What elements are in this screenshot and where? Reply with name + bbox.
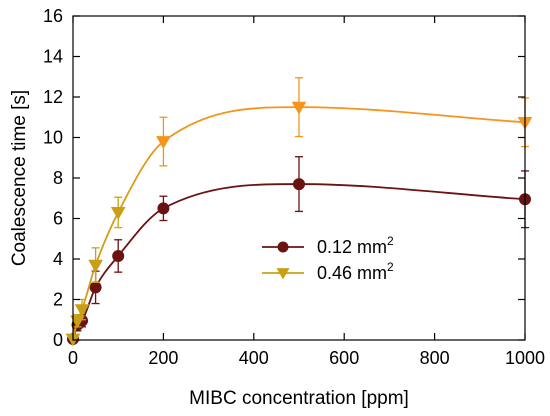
series-1: [67, 156, 531, 345]
data-point-triangle: [110, 207, 126, 220]
y-axis-title: Coalescence time [s]: [9, 90, 30, 266]
legend-item-1: 0.12 mm2: [262, 234, 394, 257]
data-point-triangle: [88, 259, 103, 273]
y-tick-label: 2: [53, 290, 63, 310]
data-point-circle: [112, 249, 125, 262]
x-tick-label: 0: [68, 348, 78, 368]
legend-label-text: 0.12 mm: [317, 237, 387, 257]
data-point-triangle: [156, 136, 171, 150]
data-point-triangle: [70, 315, 85, 329]
y-tick-label: 10: [43, 128, 63, 148]
data-point-circle: [293, 178, 305, 191]
legend-label-superscript: 2: [387, 234, 394, 248]
y-tick-label: 4: [53, 249, 63, 269]
y-tick-label: 14: [43, 47, 63, 67]
legend-label-superscript: 2: [387, 260, 394, 274]
data-point-triangle: [291, 101, 307, 115]
x-tick-label: 600: [329, 348, 359, 368]
legend-label: 0.46 mm2: [317, 260, 394, 283]
legend-label-text: 0.46 mm: [317, 263, 387, 283]
x-tick-label: 1000: [505, 348, 545, 368]
plot-series-layer: [65, 77, 533, 347]
data-point-circle: [157, 202, 170, 215]
data-point-triangle: [74, 304, 90, 318]
y-tick-label: 6: [53, 209, 63, 229]
series-line: [72, 106, 526, 340]
y-tick-label: 12: [43, 87, 63, 107]
x-tick-label: 200: [148, 348, 178, 368]
legend-marker-circle: [277, 241, 289, 253]
y-tick-label: 0: [53, 330, 63, 350]
y-tick-label: 8: [53, 168, 63, 188]
legend-label: 0.12 mm2: [317, 234, 394, 257]
y-tick-label: 16: [43, 6, 63, 26]
axis-ticks-layer: 0 200 400 600 800 1000 0 2 4 6 8 10 12 14 16: [43, 6, 545, 368]
x-tick-label: 800: [420, 348, 450, 368]
x-tick-label: 400: [239, 348, 269, 368]
x-axis-title: MIBC concentration [ppm]: [189, 388, 409, 409]
legend-item-2: 0.46 mm2: [262, 260, 394, 283]
legend-marker-triangle: [276, 268, 290, 280]
data-point-circle: [89, 281, 102, 294]
